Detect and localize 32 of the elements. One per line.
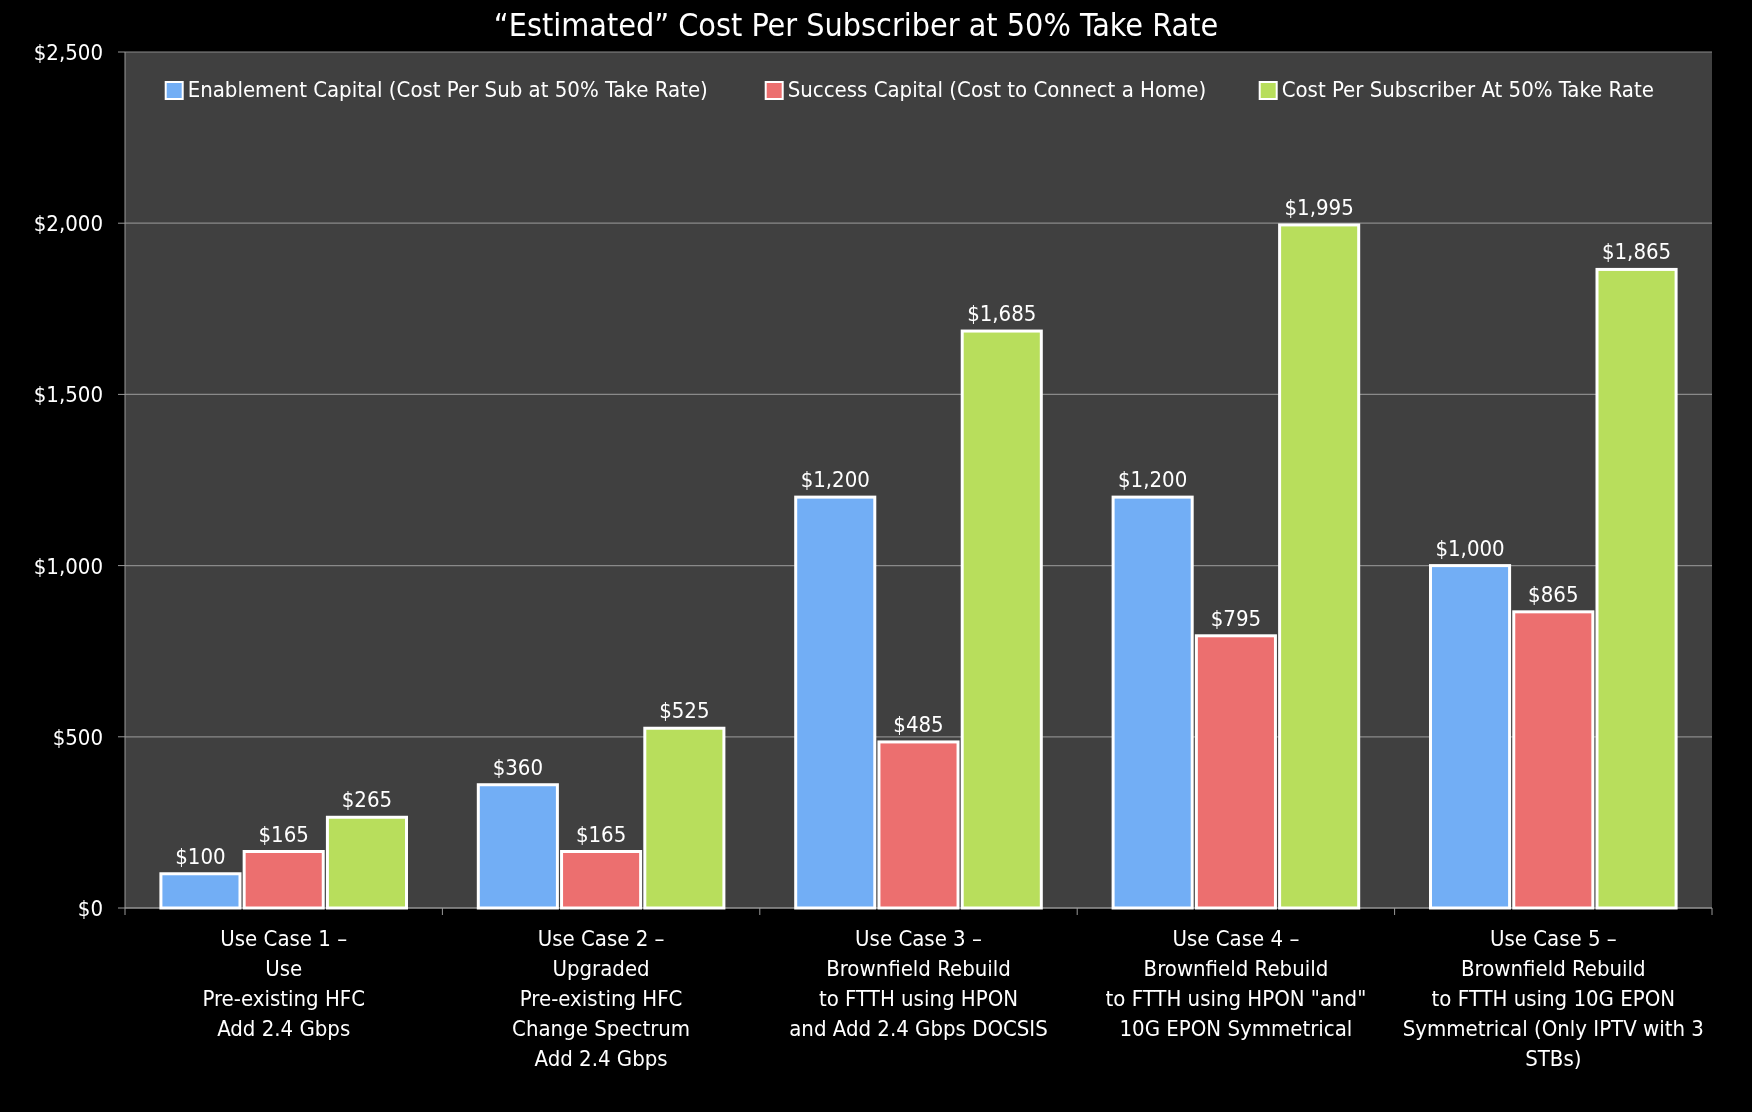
data-label: $1,200 xyxy=(1118,467,1188,493)
y-tick-label: $1,500 xyxy=(33,382,103,408)
y-tick-label: $500 xyxy=(52,724,103,750)
data-label: $360 xyxy=(492,754,544,780)
y-tick-label: $0 xyxy=(77,896,103,921)
bar xyxy=(1595,267,1678,910)
x-tick-label: Use Case 5 – Brownfield Rebuild to FTTH using 10G EPON Symmetrical (Only IPTV with 3 STBs) xyxy=(1402,926,1704,1071)
data-label: $795 xyxy=(1210,605,1262,631)
x-tick-label: Use Case 3 – Brownfield Rebuild to FTTH using HPON and Add 2.4 Gbps DOCSIS xyxy=(789,926,1048,1041)
data-label: $865 xyxy=(1528,581,1579,607)
data-label: $1,865 xyxy=(1601,239,1672,265)
data-label: $485 xyxy=(893,711,944,737)
data-label: $1,995 xyxy=(1284,194,1354,220)
legend-label: Success Capital (Cost to Connect a Home) xyxy=(787,77,1207,102)
legend-label: Cost Per Subscriber At 50% Take Rate xyxy=(1281,77,1654,102)
data-label: $100 xyxy=(175,843,226,869)
bar xyxy=(159,872,242,910)
data-label: $1,200 xyxy=(800,467,870,493)
x-tick-label: Use Case 2 – Upgraded Pre-existing HFC Change Spectrum Add 2.4 Gbps xyxy=(512,926,691,1071)
x-tick-label: Use Case 1 – Use Pre-existing HFC Add 2.4 Gbps xyxy=(202,926,365,1041)
legend-label: Enablement Capital (Cost Per Sub at 50% Take Rate) xyxy=(187,77,708,102)
y-tick-label: $2,000 xyxy=(33,211,103,237)
data-label: $165 xyxy=(575,821,627,847)
data-label: $265 xyxy=(341,787,393,813)
x-tick-label: Use Case 4 – Brownfield Rebuild to FTTH using HPON "and" 10G EPON Symmetrical xyxy=(1105,926,1367,1041)
y-tick-label: $1,000 xyxy=(33,553,103,579)
data-label: $1,685 xyxy=(967,301,1037,327)
data-label: $165 xyxy=(258,821,309,847)
chart-title: “Estimated” Cost Per Subscriber at 50% Take Rate xyxy=(493,6,1219,44)
data-label: $525 xyxy=(659,698,710,724)
y-tick-label: $2,500 xyxy=(33,40,103,65)
data-label: $1,000 xyxy=(1435,535,1505,561)
